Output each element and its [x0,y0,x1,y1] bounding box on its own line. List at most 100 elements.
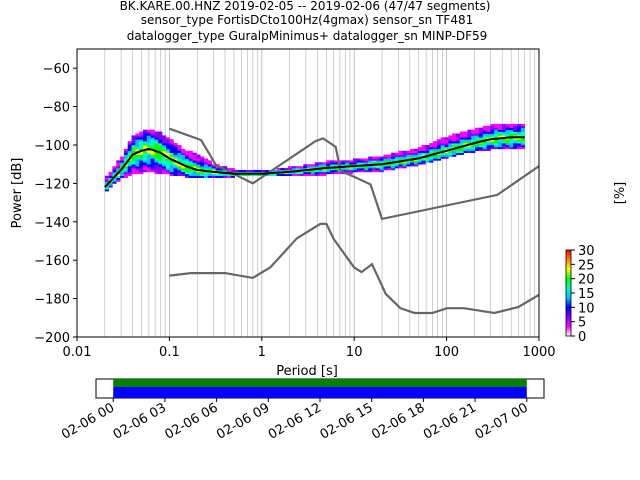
y-tick-label: −160 [34,254,70,269]
time-tick-label: 02-06 00 [59,400,117,442]
ppsd-cell [452,152,457,155]
ppsd-cell [154,145,159,148]
ppsd-cell [448,139,453,142]
ppsd-cell [226,173,232,177]
ppsd-cell [162,148,167,152]
ppsd-cell [150,150,155,153]
ppsd-cell [291,173,296,177]
ppsd-cell [215,166,220,169]
ppsd-cell [387,154,392,157]
ppsd-cell [142,164,148,167]
ppsd-cell [341,160,346,163]
ppsd-cell [146,139,151,142]
ppsd-cell [188,171,193,175]
ppsd-cell [284,169,289,173]
ppsd-cell [127,160,132,163]
ppsd-cell [131,148,136,152]
ppsd-cell [108,185,113,188]
x-tick-label: 0.1 [159,345,180,360]
ppsd-cell [207,160,212,163]
ppsd-cell [459,152,464,155]
ppsd-cell [173,162,178,165]
ppsd-cell [520,137,525,140]
ppsd-cell [368,169,373,173]
y-tick-label: −120 [34,177,70,192]
ppsd-cell [135,143,140,146]
ppsd-cell [207,166,212,169]
ppsd-cell [192,160,197,163]
colorbar-tick-label: 25 [578,258,595,273]
ppsd-cell [223,166,228,169]
ppsd-cell [463,133,468,136]
ppsd-cell [181,154,186,157]
ppsd-cell [345,168,350,171]
ppsd-cell [517,127,522,130]
ppsd-cell [452,145,457,148]
colorbar-tick-label: 20 [578,273,595,288]
ppsd-cell [253,169,258,173]
ppsd-cell [497,139,503,142]
ppsd-cell [429,158,434,161]
ppsd-cell [413,164,419,167]
ppsd-cell [375,168,380,171]
ppsd-cell [135,171,140,175]
ppsd-cell [211,171,216,175]
ppsd-cell [150,158,155,161]
ppsd-cell [162,162,167,165]
ppsd-cell [112,177,117,180]
ppsd-cell [307,166,312,169]
ppsd-cell [497,146,503,150]
ppsd-cell [150,156,155,159]
ppsd-cell [154,141,159,144]
ppsd-cell [368,168,373,171]
ppsd-cell [154,135,159,138]
ppsd-cell [482,146,487,150]
ppsd-cell [444,146,449,150]
ppsd-cell [135,154,140,157]
ppsd-cell [352,168,358,171]
ppsd-cell [146,154,151,157]
ppsd-cell [471,146,476,150]
ppsd-cell [158,139,163,142]
ppsd-cell [326,164,331,167]
ppsd-cell [120,162,125,165]
ppsd-cell [425,148,430,152]
ppsd-cell [517,145,522,148]
ppsd-cell [253,173,258,177]
ppsd-cell [196,171,201,175]
ppsd-cell [162,143,167,146]
ppsd-cell [123,158,129,161]
ppsd-cell [142,129,148,132]
ppsd-cell [444,137,449,140]
ppsd-cell [486,125,491,129]
ppsd-cell [196,156,201,159]
ppsd-cell [181,162,186,165]
ppsd-cell [486,143,491,146]
ppsd-cell [177,150,182,153]
ppsd-cell [150,164,155,167]
ppsd-cell [406,152,411,155]
ppsd-cell [356,168,361,171]
ppsd-cell [520,143,525,146]
ppsd-cell [135,162,140,165]
ppsd-cell [165,171,171,175]
ppsd-cell [291,168,296,171]
ppsd-cell [127,143,132,146]
ppsd-cell [181,168,186,171]
ppsd-cell [433,148,438,152]
ppsd-cell [169,169,174,173]
ppsd-cell [139,164,144,167]
ppsd-cell [116,164,121,167]
ppsd-cell [181,156,186,159]
ppsd-cell [410,150,415,153]
ppsd-cell [345,162,350,165]
ppsd-cell [509,131,514,134]
ppsd-cell [501,131,506,134]
ppsd-cell [223,173,228,177]
ppsd-cell [196,173,201,177]
mean-curve [104,136,525,188]
ppsd-cell [204,160,209,163]
ppsd-cell [330,164,335,167]
